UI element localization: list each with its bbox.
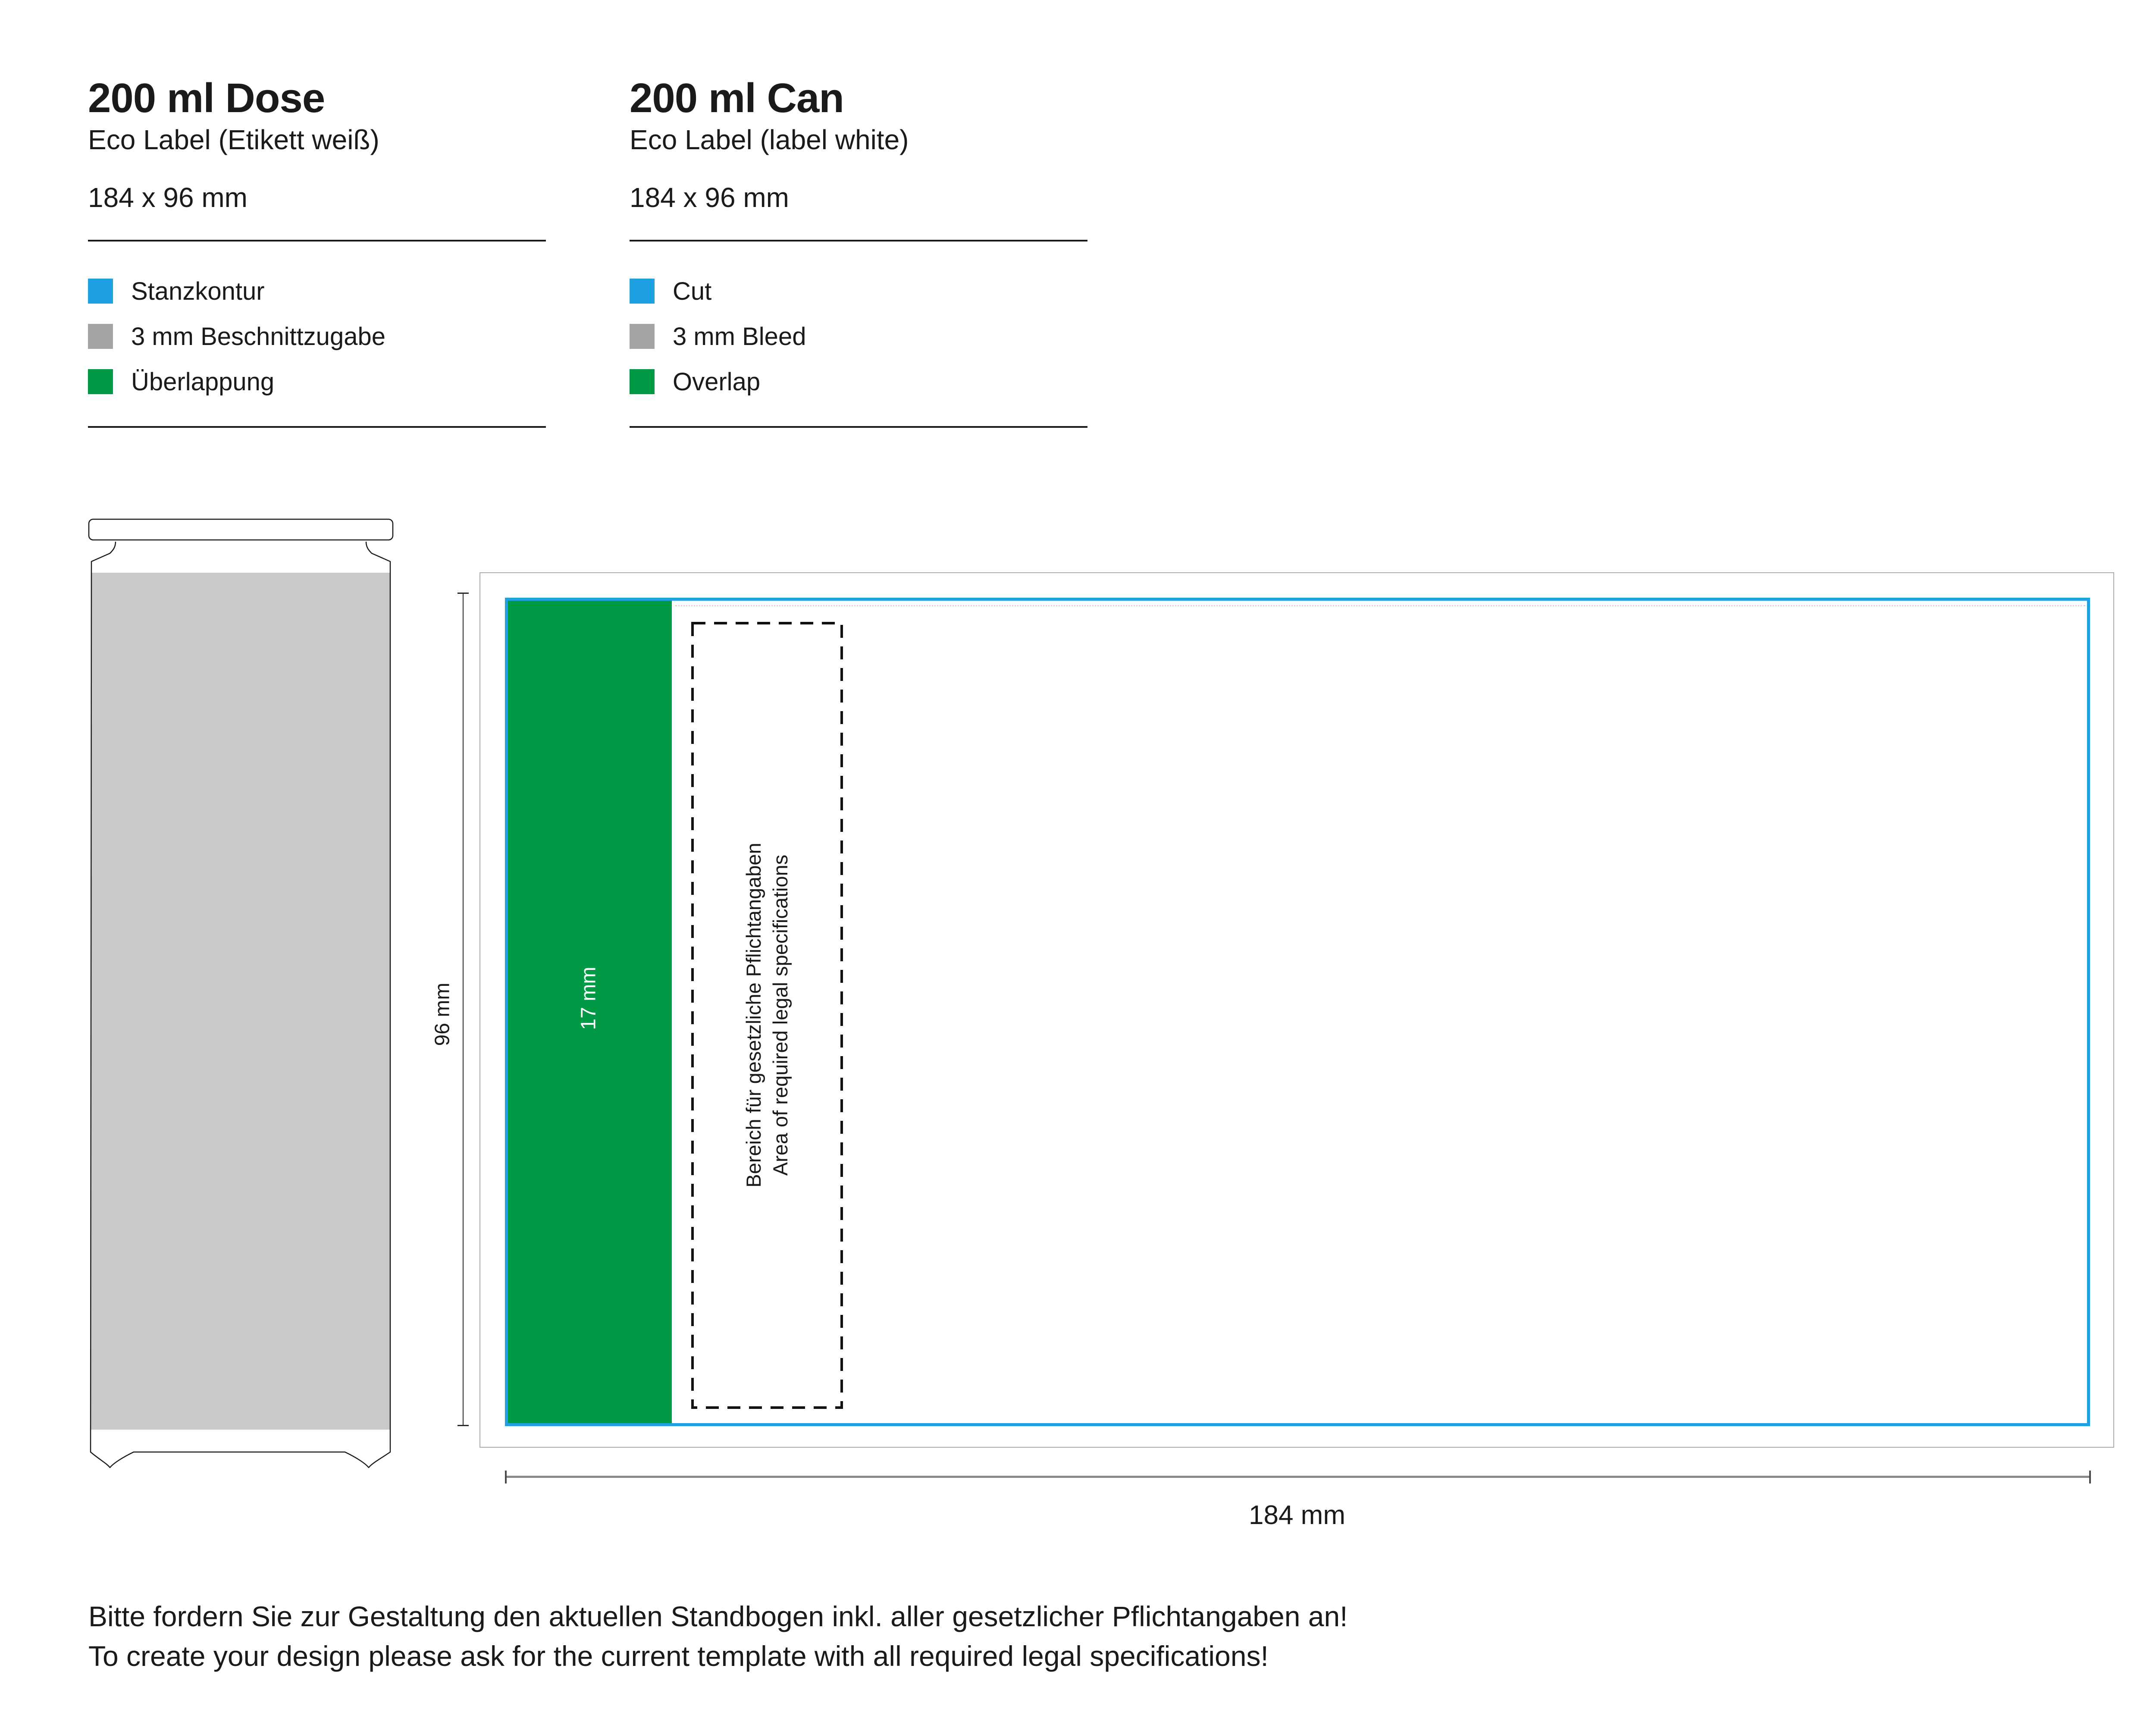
page-subtitle-de: Eco Label (Etikett weiß) bbox=[88, 124, 379, 155]
overlap-strip bbox=[508, 601, 672, 1423]
legend-item-bleed: 3 mm Bleed bbox=[630, 322, 1104, 351]
height-dimension-label: 96 mm bbox=[431, 982, 454, 1046]
can-label-area bbox=[91, 573, 390, 1430]
legend-item-overlap: Überlappung bbox=[88, 367, 562, 396]
page-title-de: 200 ml Dose bbox=[88, 75, 325, 121]
dimension-tick bbox=[458, 1425, 469, 1426]
footer-note-de: Bitte fordern Sie zur Gestaltung den akt… bbox=[88, 1600, 1348, 1632]
cut-color-swatch bbox=[630, 279, 655, 304]
dimension-tick bbox=[505, 1471, 507, 1484]
divider-line bbox=[88, 426, 546, 428]
cut-color-swatch bbox=[88, 279, 113, 304]
legend-item-cut: Cut bbox=[630, 277, 1104, 305]
can-illustration bbox=[88, 518, 394, 1468]
footer-note-en: To create your design please ask for the… bbox=[88, 1640, 1269, 1672]
dimension-tick bbox=[458, 593, 469, 594]
label-size-de: 184 x 96 mm bbox=[88, 182, 248, 213]
legend-label: Overlap bbox=[673, 367, 761, 396]
can-body-outline bbox=[90, 541, 391, 1468]
header-english: 200 ml Can Eco Label (label white) 184 x… bbox=[630, 75, 1104, 213]
footer-note: Bitte fordern Sie zur Gestaltung den akt… bbox=[88, 1596, 1348, 1676]
legal-area-caption-de: Bereich für gesetzliche Pflichtangaben bbox=[742, 843, 765, 1188]
overlap-width-label: 17 mm bbox=[577, 966, 600, 1030]
label-size-en: 184 x 96 mm bbox=[630, 182, 789, 213]
width-dimension-label: 184 mm bbox=[1249, 1500, 1345, 1530]
page-subtitle-en: Eco Label (label white) bbox=[630, 124, 909, 155]
bleed-color-swatch bbox=[630, 324, 655, 349]
legend-english: Cut 3 mm Bleed Overlap bbox=[630, 277, 1104, 414]
legal-area-caption-en: Area of required legal specifications bbox=[769, 854, 792, 1176]
legend-item-bleed: 3 mm Beschnittzugabe bbox=[88, 322, 562, 351]
legend-item-cut: Stanzkontur bbox=[88, 277, 562, 305]
bleed-color-swatch bbox=[88, 324, 113, 349]
divider-line bbox=[630, 240, 1087, 242]
divider-line bbox=[88, 240, 546, 242]
legal-area-box bbox=[691, 622, 843, 1409]
can-lid bbox=[88, 518, 394, 541]
height-dimension-line bbox=[463, 593, 464, 1426]
overlap-color-swatch bbox=[88, 369, 113, 394]
width-dimension-line bbox=[506, 1476, 2090, 1478]
dimension-tick bbox=[2089, 1471, 2091, 1484]
divider-line bbox=[630, 426, 1087, 428]
legal-area-caption: Bereich für gesetzliche Pflichtangaben A… bbox=[740, 843, 794, 1187]
legend-german: Stanzkontur 3 mm Beschnittzugabe Überlap… bbox=[88, 277, 562, 414]
page-title-en: 200 ml Can bbox=[630, 75, 844, 121]
overlap-color-swatch bbox=[630, 369, 655, 394]
legend-item-overlap: Overlap bbox=[630, 367, 1104, 396]
faint-dotted-line bbox=[675, 605, 2085, 606]
legend-label: Überlappung bbox=[131, 367, 275, 396]
legend-label: Cut bbox=[673, 277, 712, 305]
legend-label: Stanzkontur bbox=[131, 277, 265, 305]
header-german: 200 ml Dose Eco Label (Etikett weiß) 184… bbox=[88, 75, 562, 213]
legend-label: 3 mm Bleed bbox=[673, 322, 806, 351]
legend-label: 3 mm Beschnittzugabe bbox=[131, 322, 385, 351]
